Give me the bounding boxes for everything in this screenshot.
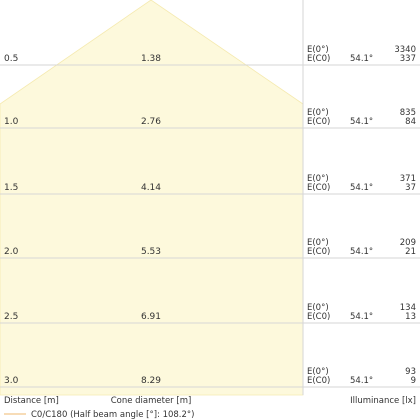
grid-lines	[0, 0, 420, 395]
e0-label: E(0°)	[307, 174, 329, 184]
ec0-label: E(C0)	[307, 117, 330, 127]
e0-label: E(0°)	[307, 367, 329, 377]
ec0-label: E(C0)	[307, 247, 330, 257]
distance-axis-label: Distance [m]	[4, 396, 59, 406]
ec0-label: E(C0)	[307, 312, 330, 322]
legend-label: C0/C180 (Half beam angle [°]: 108.2°)	[31, 410, 195, 420]
e0-illuminance-value: 371	[400, 174, 416, 184]
ec0-illuminance-value: 337	[400, 54, 416, 64]
half-angle-value: 54.1°	[350, 247, 373, 257]
e0-illuminance-value: 134	[400, 303, 416, 313]
cone-diameter-value: 6.91	[141, 312, 161, 322]
distance-value: 3.0	[4, 376, 19, 386]
ec0-illuminance-value: 13	[405, 312, 416, 322]
distance-value: 2.5	[4, 312, 18, 322]
cone-diameter-axis-label: Cone diameter [m]	[111, 396, 192, 406]
ec0-label: E(C0)	[307, 54, 330, 64]
axis-footer: Distance [m] Cone diameter [m] Illuminan…	[4, 396, 416, 406]
illuminance-axis-label: Illuminance [lx]	[350, 396, 416, 406]
distance-row: 3.0 8.29 E(0°)E(C0) 54.1° 939	[4, 367, 416, 386]
half-angle-value: 54.1°	[350, 312, 373, 322]
ec0-illuminance-value: 9	[411, 376, 416, 386]
e0-illuminance-value: 3340	[394, 45, 416, 55]
e0-illuminance-value: 835	[400, 108, 416, 118]
distance-value: 1.0	[4, 117, 19, 127]
cone-diameter-value: 2.76	[141, 117, 161, 127]
e0-label: E(0°)	[307, 45, 329, 55]
half-angle-value: 54.1°	[350, 117, 373, 127]
ec0-illuminance-value: 37	[405, 183, 416, 193]
e0-illuminance-value: 93	[405, 367, 416, 377]
cone-diameter-value: 4.14	[141, 183, 161, 193]
ec0-illuminance-value: 21	[405, 247, 416, 257]
cone-diameter-value: 5.53	[141, 247, 161, 257]
e0-illuminance-value: 209	[400, 238, 416, 248]
ec0-label: E(C0)	[307, 376, 330, 386]
distance-value: 1.5	[4, 183, 18, 193]
ec0-illuminance-value: 84	[405, 117, 416, 127]
half-angle-value: 54.1°	[350, 183, 373, 193]
cone-diameter-value: 1.38	[141, 54, 161, 64]
half-angle-value: 54.1°	[350, 376, 373, 386]
e0-label: E(0°)	[307, 303, 329, 313]
half-angle-value: 54.1°	[350, 54, 373, 64]
cone-diameter-value: 8.29	[141, 376, 161, 386]
distance-value: 0.5	[4, 54, 18, 64]
e0-label: E(0°)	[307, 238, 329, 248]
distance-value: 2.0	[4, 247, 19, 257]
legend: C0/C180 (Half beam angle [°]: 108.2°)	[4, 410, 195, 420]
e0-label: E(0°)	[307, 108, 329, 118]
ec0-label: E(C0)	[307, 183, 330, 193]
